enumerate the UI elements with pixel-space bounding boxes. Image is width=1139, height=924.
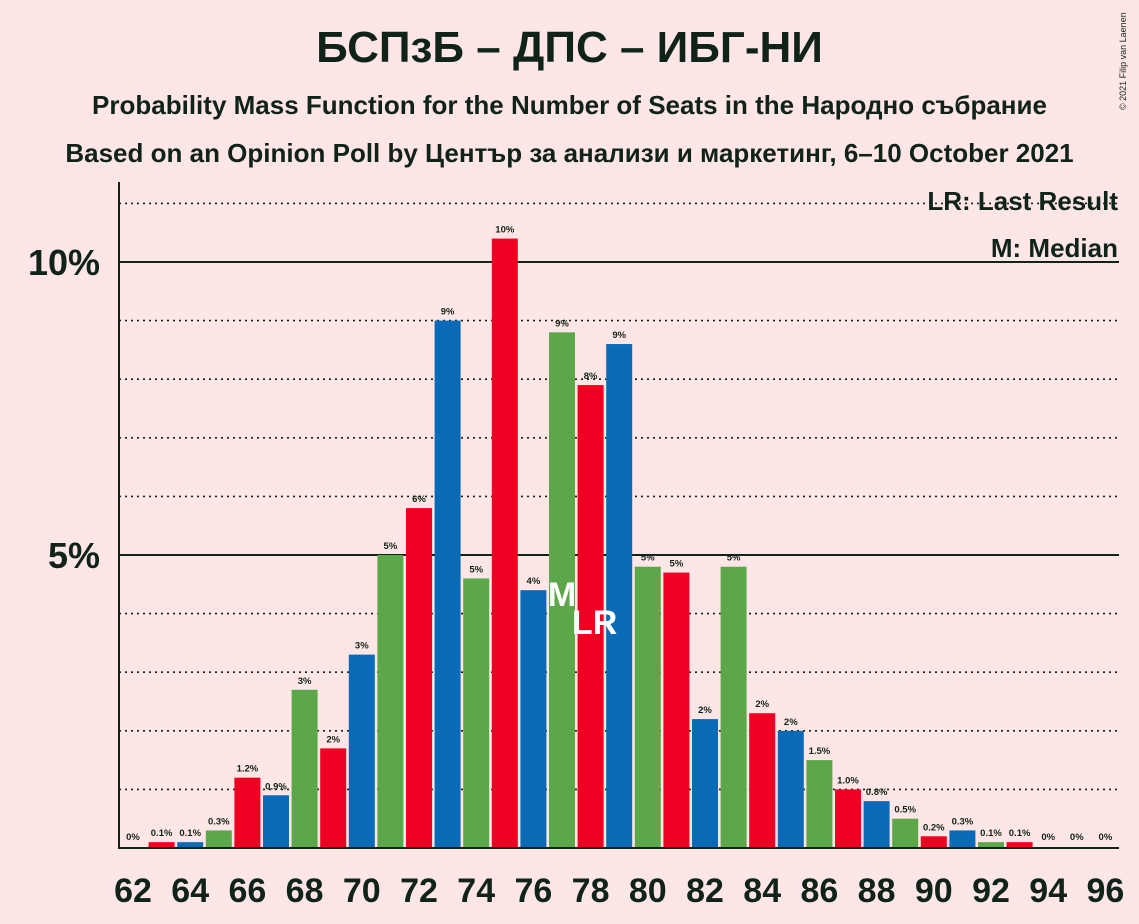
data-label: 0.3% (952, 816, 974, 827)
data-label: 3% (355, 641, 369, 652)
x-tick-label: 78 (572, 872, 610, 910)
x-tick-label: 64 (171, 872, 209, 910)
data-label: 0.1% (980, 828, 1002, 839)
data-label: 0% (1041, 832, 1055, 843)
x-tick-label: 96 (1086, 872, 1124, 910)
x-tick-label: 68 (286, 872, 324, 910)
bar-seat-92 (978, 842, 1004, 848)
data-label: 0% (1070, 832, 1084, 843)
data-label: 1.0% (837, 775, 859, 786)
x-tick-label: 70 (343, 872, 381, 910)
bar-seat-91 (949, 830, 976, 848)
bar-seat-63 (148, 842, 175, 848)
bar-seat-75 (491, 238, 518, 848)
x-tick-label: 94 (1029, 872, 1067, 910)
bar-seat-72 (406, 508, 432, 848)
bar-seat-90 (920, 836, 947, 848)
data-label: 9% (441, 307, 455, 318)
bar-seat-77 (549, 332, 575, 848)
bar-seat-65 (205, 830, 232, 848)
bar-seat-68 (291, 689, 318, 848)
data-label: 2% (755, 699, 769, 710)
data-label: 2% (326, 734, 340, 745)
x-tick-label: 86 (800, 872, 838, 910)
bar-seat-86 (806, 760, 833, 848)
bar-seat-71 (377, 555, 404, 848)
x-tick-label: 62 (114, 872, 152, 910)
bar-seat-73 (434, 320, 461, 849)
data-label: 2% (784, 717, 798, 728)
bar-seat-88 (863, 801, 890, 848)
data-label: 0.1% (179, 828, 201, 839)
bar-seat-83 (720, 566, 747, 848)
data-label: 9% (555, 318, 569, 329)
x-tick-label: 82 (686, 872, 724, 910)
median-marker: M (548, 576, 576, 614)
bar-seat-67 (263, 795, 289, 848)
x-tick-label: 92 (972, 872, 1010, 910)
data-label: 0.5% (894, 805, 916, 816)
data-label: 1.2% (237, 764, 259, 775)
x-tick-label: 72 (400, 872, 438, 910)
data-label: 0.8% (866, 787, 888, 798)
data-label: 0% (1099, 832, 1113, 843)
bar-seat-89 (892, 818, 919, 848)
bar-seat-74 (463, 578, 490, 848)
bar-seat-64 (177, 842, 204, 848)
data-label: 9% (612, 330, 626, 341)
x-tick-label: 84 (743, 872, 781, 910)
chart-title: БСПзБ – ДПС – ИБГ-НИ (316, 23, 823, 72)
bar-seat-87 (835, 789, 861, 848)
bar-seat-78 (577, 385, 604, 848)
data-label: 10% (495, 225, 515, 236)
x-tick-label: 90 (915, 872, 953, 910)
data-label: 5% (469, 564, 483, 575)
data-label: 4% (527, 576, 541, 587)
data-label: 0.1% (151, 828, 173, 839)
bar-seat-93 (1006, 842, 1033, 848)
data-label: 2% (698, 705, 712, 716)
bar-seat-84 (749, 713, 776, 848)
data-label: 0.1% (1009, 828, 1031, 839)
data-label: 5% (384, 541, 398, 552)
bar-seat-66 (234, 777, 261, 848)
x-tick-label: 88 (858, 872, 896, 910)
x-tick-label: 74 (457, 872, 495, 910)
legend-median: M: Median (991, 233, 1118, 263)
x-tick-label: 80 (629, 872, 667, 910)
chart-source: Based on an Opinion Poll by Център за ан… (65, 138, 1074, 168)
bar-seat-85 (777, 730, 804, 848)
data-label: 8% (584, 371, 598, 382)
data-label: 5% (670, 559, 684, 570)
bar-seat-81 (663, 572, 690, 848)
y-tick-label: 10% (28, 242, 100, 283)
y-tick-label: 5% (48, 535, 100, 576)
bar-seat-70 (348, 654, 375, 848)
x-tick-label: 66 (228, 872, 266, 910)
data-label: 5% (641, 553, 655, 564)
data-label: 0.2% (923, 822, 945, 833)
last-result-marker: LR (572, 604, 617, 642)
data-label: 3% (298, 676, 312, 687)
data-label: 0% (126, 832, 140, 843)
bar-seat-69 (320, 748, 347, 848)
data-label: 5% (727, 553, 741, 564)
chart-subtitle: Probability Mass Function for the Number… (92, 90, 1047, 120)
bar-seat-76 (520, 590, 547, 848)
legend-last-result: LR: Last Result (927, 186, 1118, 216)
bar-seat-80 (634, 566, 661, 848)
data-label: 1.5% (809, 746, 831, 757)
x-tick-label: 76 (514, 872, 552, 910)
data-label: 0.9% (265, 781, 287, 792)
bar-seat-79 (606, 344, 633, 848)
bar-seat-82 (692, 719, 718, 848)
data-label: 0.3% (208, 816, 230, 827)
data-label: 6% (412, 494, 426, 505)
